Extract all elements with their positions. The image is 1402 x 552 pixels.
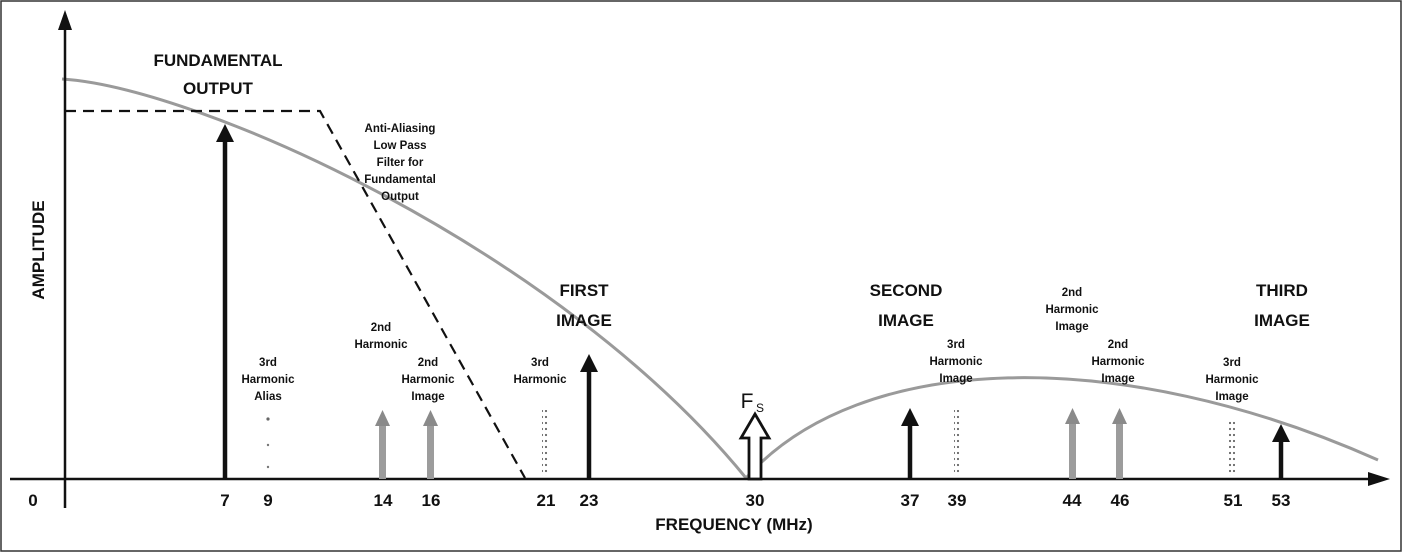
annotation-line: Image — [1055, 321, 1088, 333]
sample-frequency-subscript: S — [756, 401, 764, 415]
x-tick-label: 30 — [746, 491, 765, 510]
annotation-line: Harmonic — [929, 356, 983, 368]
annotation-line: Fundamental — [364, 174, 436, 186]
annotation-line: Harmonic — [1045, 304, 1099, 316]
x-tick-labels: 0 7 9 14 16 21 23 30 37 39 44 46 51 53 — [28, 491, 1290, 510]
annotation-line: SECOND — [870, 281, 943, 300]
x-tick-label: 37 — [901, 491, 920, 510]
x-tick-label: 51 — [1224, 491, 1243, 510]
annotation-line: FUNDAMENTAL — [153, 51, 282, 70]
x-tick-label: 53 — [1272, 491, 1291, 510]
second-harmonic-image-annotation-46: 2nd Harmonic Image — [1091, 339, 1145, 385]
fundamental-arrow-7 — [216, 124, 234, 479]
x-tick-label: 14 — [374, 491, 393, 510]
second-harmonic-image-annotation-16: 2nd Harmonic Image — [401, 357, 455, 403]
first-image-arrow-23 — [580, 354, 598, 479]
second-harmonic-arrow-14 — [375, 410, 390, 479]
sample-frequency-label: F — [741, 390, 754, 413]
second-harmonic-image-annotation-44: 2nd Harmonic Image — [1045, 287, 1099, 333]
second-image-arrow-37 — [901, 408, 919, 479]
x-axis-arrowhead — [1368, 472, 1390, 486]
x-tick-label: 23 — [580, 491, 599, 510]
third-harmonic-image-marker-39 — [954, 410, 960, 476]
annotation-line: Low Pass — [373, 140, 426, 152]
x-tick-label: 46 — [1111, 491, 1130, 510]
annotation-line: Anti-Aliasing — [365, 123, 436, 135]
second-harmonic-annotation: 2nd Harmonic — [354, 322, 408, 351]
third-image-arrow-53 — [1272, 424, 1290, 479]
annotation-line: Harmonic — [401, 374, 455, 386]
annotation-line: IMAGE — [878, 311, 934, 330]
x-axis-label: FREQUENCY (MHz) — [655, 515, 812, 534]
annotation-line: Harmonic — [1091, 356, 1145, 368]
third-image-annotation: THIRD IMAGE — [1254, 281, 1310, 330]
annotation-line: THIRD — [1256, 281, 1308, 300]
annotation-line: Harmonic — [354, 339, 408, 351]
annotation-line: 2nd — [371, 322, 391, 334]
annotation-line: IMAGE — [1254, 311, 1310, 330]
annotation-line: Alias — [254, 391, 282, 403]
second-harmonic-image-arrow-16 — [423, 410, 438, 479]
y-axis-arrowhead — [58, 10, 72, 30]
annotation-line: 2nd — [1108, 339, 1128, 351]
annotation-line: Filter for — [377, 157, 424, 169]
first-image-annotation: FIRST IMAGE — [556, 281, 612, 330]
annotation-line: Image — [1101, 373, 1134, 385]
third-harmonic-alias-annotation: 3rd Harmonic Alias — [241, 357, 295, 403]
sample-frequency-arrow-30 — [738, 411, 772, 481]
second-harmonic-image-arrow-44 — [1065, 408, 1080, 479]
annotation-line: 3rd — [1223, 357, 1241, 369]
annotation-line: 3rd — [259, 357, 277, 369]
annotation-line: 3rd — [947, 339, 965, 351]
second-harmonic-image-arrow-46 — [1112, 408, 1127, 479]
third-harmonic-annotation-21: 3rd Harmonic — [513, 357, 567, 386]
third-harmonic-image-annotation-39: 3rd Harmonic Image — [929, 339, 983, 385]
x-tick-label: 0 — [28, 491, 37, 510]
annotation-line: OUTPUT — [183, 79, 254, 98]
annotation-line: 3rd — [531, 357, 549, 369]
sinc-envelope-curve — [61, 77, 1379, 481]
annotation-line: Image — [939, 373, 972, 385]
annotation-line: 2nd — [1062, 287, 1082, 299]
annotation-line: Harmonic — [513, 374, 567, 386]
anti-aliasing-filter-line — [65, 109, 526, 479]
filter-annotation: Anti-Aliasing Low Pass Filter for Fundam… — [364, 123, 436, 203]
x-tick-label: 44 — [1063, 491, 1082, 510]
third-harmonic-image-marker-51 — [1229, 420, 1235, 476]
x-tick-label: 9 — [263, 491, 272, 510]
fundamental-output-annotation: FUNDAMENTAL OUTPUT — [153, 51, 282, 98]
annotation-line: Harmonic — [1205, 374, 1259, 386]
annotation-line: Harmonic — [241, 374, 295, 386]
annotation-line: Output — [381, 191, 419, 203]
third-harmonic-alias-marker-9 — [266, 417, 270, 469]
x-tick-label: 16 — [422, 491, 441, 510]
annotation-line: FIRST — [559, 281, 609, 300]
second-image-annotation: SECOND IMAGE — [870, 281, 943, 330]
x-tick-label: 7 — [220, 491, 229, 510]
x-tick-label: 21 — [537, 491, 556, 510]
annotation-line: IMAGE — [556, 311, 612, 330]
annotation-line: Image — [1215, 391, 1248, 403]
x-tick-label: 39 — [948, 491, 967, 510]
third-harmonic-image-annotation-51: 3rd Harmonic Image — [1205, 357, 1259, 403]
third-harmonic-marker-21 — [542, 410, 548, 476]
y-axis-label: AMPLITUDE — [29, 200, 48, 299]
annotation-line: Image — [411, 391, 444, 403]
annotation-line: 2nd — [418, 357, 438, 369]
